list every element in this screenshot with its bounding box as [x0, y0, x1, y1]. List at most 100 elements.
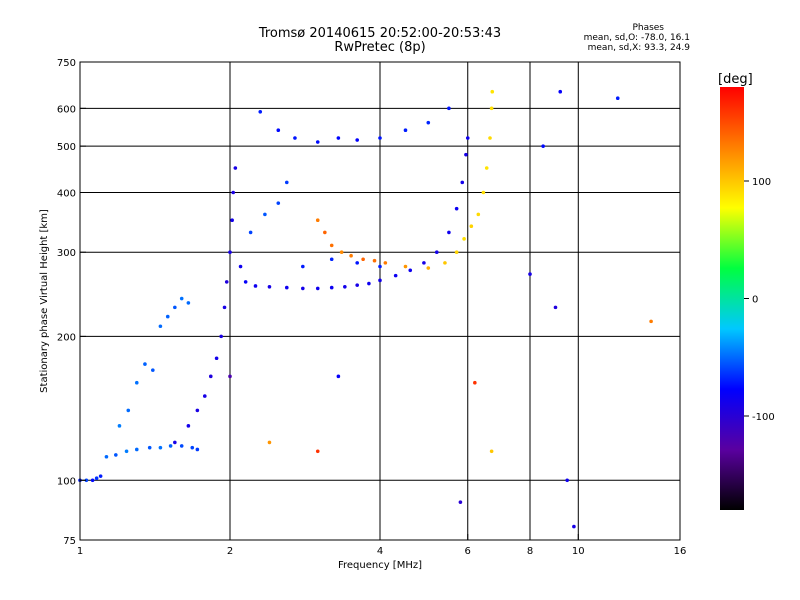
data-point: [378, 278, 382, 283]
data-point: [336, 136, 341, 140]
y-tick-label: 300: [57, 248, 76, 259]
data-point: [315, 218, 320, 223]
data-point: [293, 136, 297, 140]
x-tick-label: 6: [465, 546, 471, 557]
data-point: [336, 374, 341, 379]
data-point: [489, 449, 494, 454]
data-point: [284, 285, 289, 290]
data-point: [315, 286, 320, 291]
data-point: [267, 440, 272, 445]
data-point: [158, 324, 163, 329]
data-point: [190, 445, 195, 450]
data-point: [202, 394, 207, 398]
data-point: [473, 380, 477, 385]
data-point: [315, 140, 320, 144]
data-point: [572, 524, 576, 529]
data-point: [195, 408, 200, 413]
data-point: [481, 190, 486, 195]
phase-stats-x: mean, sd,X: 93.3, 24.9: [587, 43, 690, 53]
page-subtitle: RwPretec (8p): [334, 40, 426, 55]
data-point: [276, 201, 281, 205]
data-point: [134, 380, 139, 385]
data-point: [228, 250, 232, 255]
data-point: [214, 356, 219, 361]
y-tick-label: 75: [63, 536, 76, 547]
data-point: [378, 136, 382, 140]
data-point: [528, 272, 532, 276]
data-point: [383, 261, 388, 265]
data-point: [222, 305, 227, 310]
y-tick-label: 600: [57, 104, 76, 115]
data-point: [476, 212, 481, 217]
data-points-layer: [78, 89, 653, 529]
data-point: [179, 296, 184, 301]
data-point: [349, 253, 353, 258]
data-point: [117, 424, 122, 428]
data-point: [403, 128, 408, 132]
y-tick-label: 200: [57, 332, 76, 343]
data-point: [263, 212, 267, 217]
y-tick-label: 100: [57, 476, 76, 487]
data-point: [408, 268, 413, 273]
data-point: [301, 286, 305, 291]
data-point: [553, 305, 558, 310]
data-point: [558, 89, 563, 94]
data-point: [490, 89, 495, 94]
data-point: [367, 281, 371, 286]
data-point: [484, 166, 489, 170]
data-point: [488, 136, 492, 140]
data-point: [465, 136, 470, 140]
data-point: [339, 250, 344, 255]
x-tick-label: 8: [527, 546, 533, 557]
data-point: [253, 284, 258, 288]
data-point: [443, 261, 447, 265]
data-point: [84, 478, 89, 483]
x-tick-label: 16: [674, 546, 687, 557]
data-point: [98, 474, 103, 478]
data-point: [228, 374, 232, 379]
colorbar-tick-label: 0: [752, 295, 758, 306]
page-title: Tromsø 20140615 20:52:00-20:53:43: [258, 26, 502, 41]
data-point: [343, 284, 347, 289]
colorbar-ticks: 100 0 -100: [744, 177, 775, 423]
data-point: [426, 120, 431, 125]
data-point: [447, 106, 451, 111]
data-point: [489, 106, 494, 111]
data-point: [208, 374, 213, 379]
data-point: [372, 258, 377, 263]
data-point: [541, 144, 545, 148]
data-point: [186, 301, 191, 305]
data-point: [90, 478, 95, 483]
x-tick-label: 10: [572, 546, 585, 557]
data-point: [355, 261, 359, 265]
data-point: [233, 166, 238, 170]
data-point: [329, 285, 334, 290]
data-point: [565, 478, 569, 483]
data-point: [355, 283, 359, 287]
data-point: [422, 261, 426, 265]
data-point: [361, 257, 365, 262]
data-point: [434, 250, 439, 255]
data-point: [151, 368, 155, 372]
data-point: [173, 440, 177, 445]
y-tick-label: 750: [57, 58, 76, 69]
data-point: [393, 273, 398, 278]
data-point: [615, 96, 620, 100]
data-point: [124, 449, 129, 454]
colorbar-tick-label: 100: [752, 177, 771, 188]
data-point: [460, 180, 465, 185]
grid-layer: [80, 62, 680, 540]
data-point: [458, 500, 463, 504]
data-point: [243, 280, 248, 284]
data-point: [267, 284, 272, 289]
data-point: [403, 264, 408, 269]
data-point: [378, 264, 382, 269]
data-point: [238, 264, 243, 269]
data-point: [447, 230, 451, 235]
data-point: [219, 334, 223, 339]
data-point: [276, 128, 281, 132]
data-point: [649, 319, 653, 324]
y-tick-label: 400: [57, 188, 76, 199]
data-point: [454, 206, 459, 211]
